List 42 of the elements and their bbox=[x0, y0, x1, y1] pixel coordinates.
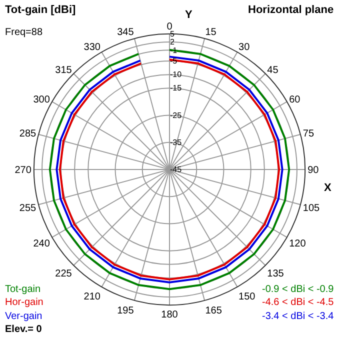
y-tick-label: -10 bbox=[170, 70, 182, 80]
text: Elev.= 0 bbox=[5, 324, 42, 335]
text: Tot-gain bbox=[5, 284, 41, 295]
spoke-label: 135 bbox=[267, 268, 284, 280]
y-tick-label: 2 bbox=[170, 38, 175, 47]
text: -0.9 < dBi < -0.9 bbox=[262, 284, 334, 295]
spoke-label: 240 bbox=[33, 238, 50, 250]
text: Y bbox=[185, 9, 193, 21]
spoke-label: 45 bbox=[267, 64, 279, 76]
text: Hor-gain bbox=[5, 297, 44, 308]
spoke-label: 105 bbox=[302, 203, 320, 214]
spoke-label: 165 bbox=[205, 305, 222, 316]
spoke-label: 330 bbox=[84, 42, 101, 53]
spoke-label: 15 bbox=[205, 27, 217, 38]
spoke-label: 60 bbox=[289, 94, 301, 106]
spoke-label: 75 bbox=[302, 128, 314, 140]
spoke-label: 315 bbox=[55, 64, 72, 76]
spoke-label: 150 bbox=[238, 292, 256, 303]
spoke-label: 225 bbox=[55, 268, 72, 280]
spoke-label: 0 bbox=[166, 21, 173, 32]
spoke-label: 120 bbox=[289, 238, 306, 250]
text: -3.4 < dBi < -3.4 bbox=[262, 311, 334, 322]
text: Freq=88 bbox=[5, 27, 43, 38]
spoke-label: 90 bbox=[308, 165, 320, 176]
spoke-label: 30 bbox=[238, 42, 250, 53]
spoke-label: 195 bbox=[117, 305, 134, 316]
y-tick-label: -1 bbox=[170, 46, 178, 55]
spoke-label: 180 bbox=[161, 310, 178, 321]
spoke-label: 210 bbox=[84, 292, 101, 303]
chart-subtitle: Horizontal plane bbox=[248, 4, 334, 16]
y-tick-label: -25 bbox=[170, 110, 182, 120]
text: Ver-gain bbox=[5, 311, 42, 322]
spoke-label: 285 bbox=[19, 128, 37, 140]
text: X bbox=[324, 182, 332, 194]
spoke-label: 255 bbox=[19, 203, 37, 214]
text: -4.6 < dBi < -4.5 bbox=[262, 297, 334, 308]
chart-title: Tot-gain [dBi] bbox=[5, 4, 76, 16]
spoke-label: 270 bbox=[14, 165, 32, 176]
y-tick-label: -15 bbox=[170, 84, 182, 93]
y-tick-label: -35 bbox=[170, 138, 182, 147]
spoke-label: 300 bbox=[33, 94, 50, 106]
spoke-label: 345 bbox=[117, 27, 134, 38]
